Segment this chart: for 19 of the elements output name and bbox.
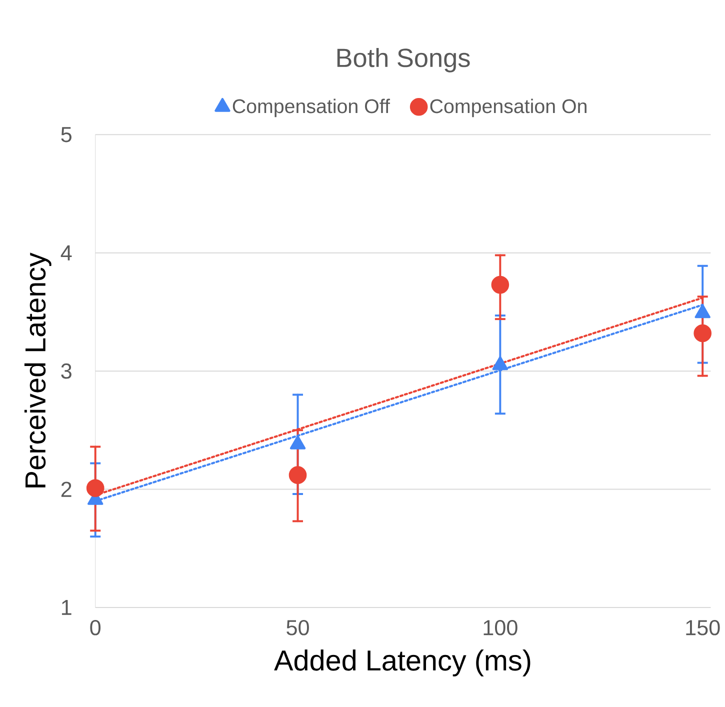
x-tick-label: 0 — [90, 620, 101, 636]
y-tick-label: 2 — [61, 482, 72, 497]
chart-title: Both Songs — [337, 48, 470, 72]
x-tick-label: 50 — [286, 620, 309, 636]
y-tick-label: 3 — [61, 364, 72, 379]
point — [694, 324, 712, 342]
point — [694, 304, 710, 318]
x-axis-title: Added Latency (ms) — [274, 650, 530, 677]
y-tick-label: 4 — [60, 246, 72, 260]
x-tick-label: 100 — [484, 620, 518, 636]
y-tick-label: 1 — [62, 600, 72, 616]
point — [290, 436, 306, 450]
point — [491, 276, 510, 294]
y-axis-title: Perceived Latency — [24, 252, 52, 488]
legend-label: Compensation Off — [232, 98, 390, 118]
x-tick-label: 150 — [686, 620, 720, 636]
point — [492, 356, 508, 370]
legend-label: Compensation On — [430, 98, 586, 118]
y-tick-label: 5 — [61, 127, 72, 142]
